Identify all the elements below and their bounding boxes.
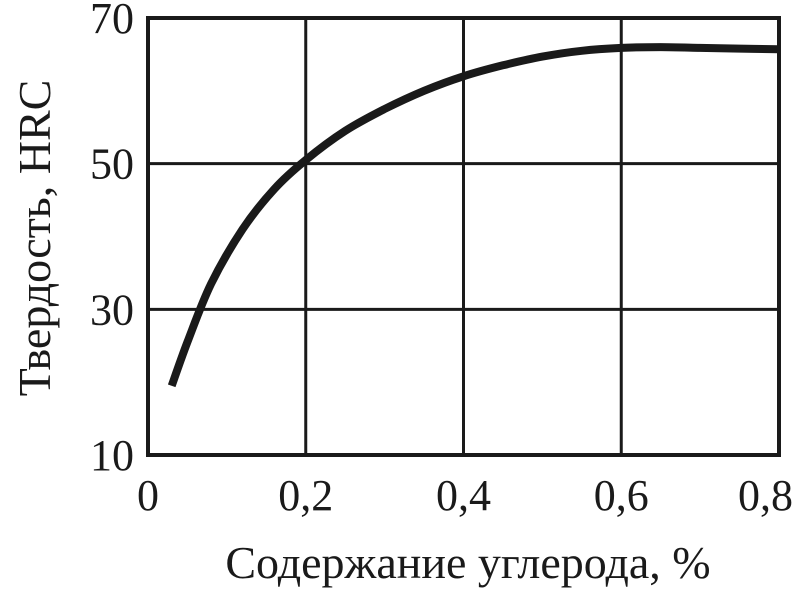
grid bbox=[148, 18, 779, 455]
x-tick-label: 0 bbox=[137, 471, 159, 520]
y-tick-label: 10 bbox=[90, 431, 134, 480]
x-tick-label: 0,4 bbox=[436, 471, 491, 520]
x-tick-label: 0,8 bbox=[738, 471, 793, 520]
y-axis-label: Твердость, HRC bbox=[9, 80, 60, 397]
x-tick-label: 0,6 bbox=[594, 471, 649, 520]
y-tick-label: 30 bbox=[90, 285, 134, 334]
x-tick-label: 0,2 bbox=[278, 471, 333, 520]
plot-frame bbox=[146, 16, 781, 457]
y-tick-label: 70 bbox=[90, 0, 134, 43]
x-tick-labels: 0 0,2 0,4 0,6 0,8 bbox=[137, 471, 793, 520]
y-tick-labels: 10 30 50 70 bbox=[90, 0, 134, 480]
x-axis-label: Содержание углерода, % bbox=[225, 537, 710, 588]
series-line bbox=[167, 43, 780, 388]
y-tick-label: 50 bbox=[90, 140, 134, 189]
